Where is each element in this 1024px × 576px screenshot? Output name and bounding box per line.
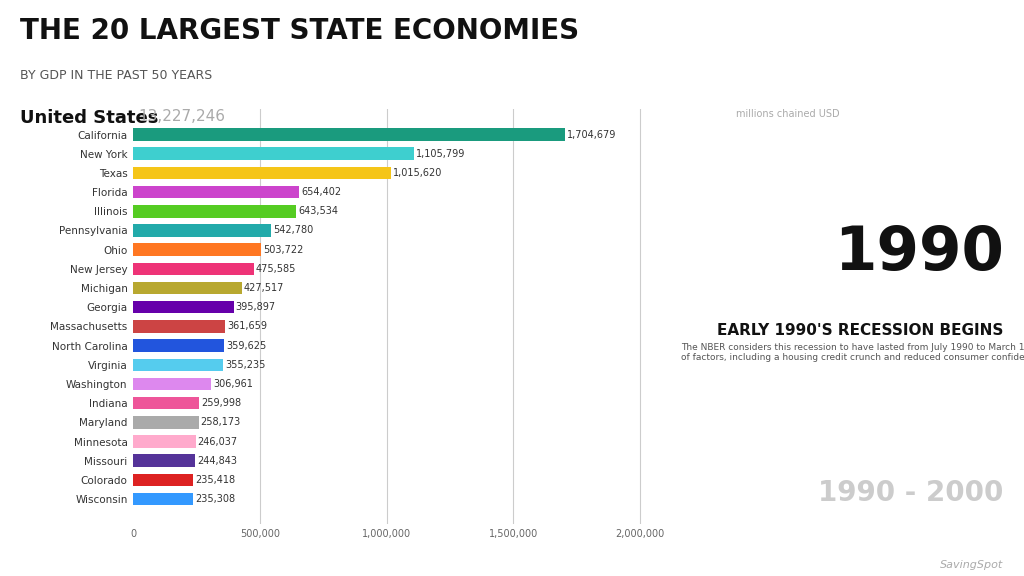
Text: 355,235: 355,235 xyxy=(225,360,265,370)
Bar xyxy=(133,454,196,467)
Text: 395,897: 395,897 xyxy=(236,302,275,312)
Text: BY GDP IN THE PAST 50 YEARS: BY GDP IN THE PAST 50 YEARS xyxy=(20,69,213,82)
Text: 361,659: 361,659 xyxy=(227,321,267,331)
Text: 503,722: 503,722 xyxy=(263,245,303,255)
Bar xyxy=(133,147,414,160)
Text: THE 20 LARGEST STATE ECONOMIES: THE 20 LARGEST STATE ECONOMIES xyxy=(20,17,580,46)
Text: 259,998: 259,998 xyxy=(201,398,242,408)
Text: 306,961: 306,961 xyxy=(213,379,253,389)
Text: 427,517: 427,517 xyxy=(244,283,284,293)
Text: 235,308: 235,308 xyxy=(195,494,234,504)
Text: 654,402: 654,402 xyxy=(301,187,341,197)
Bar xyxy=(133,493,193,505)
Bar xyxy=(133,166,390,179)
Bar xyxy=(133,301,233,313)
Text: 1,015,620: 1,015,620 xyxy=(392,168,442,178)
Text: 475,585: 475,585 xyxy=(256,264,296,274)
Bar xyxy=(133,282,242,294)
Text: 1990 - 2000: 1990 - 2000 xyxy=(818,479,1004,507)
Text: millions chained USD: millions chained USD xyxy=(736,109,840,119)
Bar xyxy=(133,473,193,486)
Bar xyxy=(133,339,224,352)
Bar xyxy=(133,186,299,198)
Text: 1,704,679: 1,704,679 xyxy=(567,130,616,139)
Bar xyxy=(133,244,261,256)
Text: 359,625: 359,625 xyxy=(226,340,266,351)
Bar xyxy=(133,263,254,275)
Text: United States: United States xyxy=(20,109,159,127)
Bar xyxy=(133,397,199,410)
Bar xyxy=(133,224,270,237)
Bar xyxy=(133,128,565,141)
Bar xyxy=(133,320,225,332)
Text: 244,843: 244,843 xyxy=(198,456,238,466)
Text: 1990: 1990 xyxy=(834,224,1004,283)
Bar xyxy=(133,435,196,448)
Text: 246,037: 246,037 xyxy=(198,437,238,446)
Bar xyxy=(133,358,223,371)
Text: SavingSpot: SavingSpot xyxy=(940,560,1004,570)
Bar xyxy=(133,378,211,390)
Text: 542,780: 542,780 xyxy=(272,225,313,236)
Bar xyxy=(133,416,199,429)
Text: 1,105,799: 1,105,799 xyxy=(416,149,465,159)
Bar xyxy=(133,205,296,218)
Text: 643,534: 643,534 xyxy=(298,206,338,216)
Text: 235,418: 235,418 xyxy=(195,475,234,485)
Text: EARLY 1990'S RECESSION BEGINS: EARLY 1990'S RECESSION BEGINS xyxy=(717,323,1004,338)
Text: The NBER considers this recession to have lasted from July 1990 to March 1991. C: The NBER considers this recession to hav… xyxy=(681,343,1024,362)
Text: 13,227,246: 13,227,246 xyxy=(138,109,225,124)
Text: 258,173: 258,173 xyxy=(201,418,241,427)
